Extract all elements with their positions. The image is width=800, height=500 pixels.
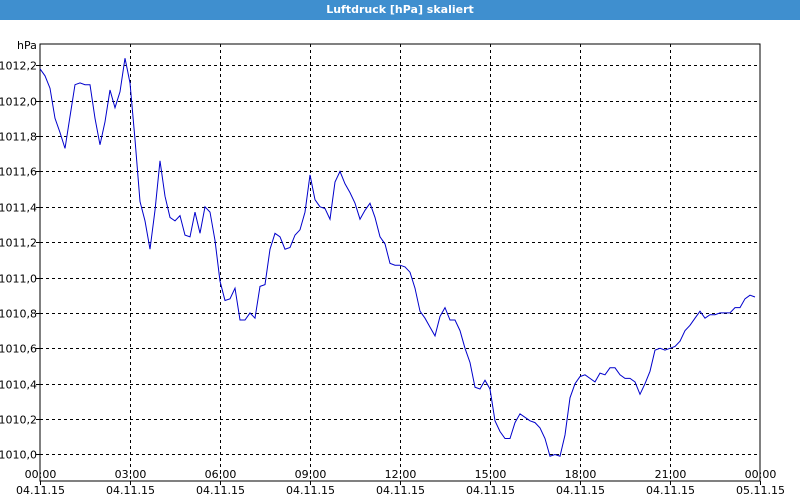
x-tick-time-label: 21:00 — [655, 468, 687, 481]
x-tick-time-label: 18:00 — [565, 468, 597, 481]
x-tick-date-label: 04.11.15 — [556, 484, 605, 497]
x-tick-date-label: 04.11.15 — [376, 484, 425, 497]
y-tick-label: 1011,8 — [0, 131, 37, 144]
x-tick-time-label: 03:00 — [115, 468, 147, 481]
y-tick-label: 1011,4 — [0, 202, 37, 215]
y-tick-label: 1010,8 — [0, 308, 37, 321]
y-axis: 1010,0 1010,2 1010,4 1010,6 1010,8 1011,0 1011… — [0, 60, 40, 462]
x-tick-time-label: 00:00 — [25, 468, 57, 481]
y-tick-label: 1010,4 — [0, 379, 37, 392]
x-tick-date-label: 05.11.15 — [736, 484, 785, 497]
x-tick-date-label: 04.11.15 — [196, 484, 245, 497]
y-tick-label: 1011,2 — [0, 237, 37, 250]
chart-title: Luftdruck [hPa] skaliert — [0, 0, 800, 20]
x-tick-date-label: 04.11.15 — [286, 484, 335, 497]
grid-lines — [40, 44, 760, 481]
x-tick-date-label: 04.11.15 — [16, 484, 65, 497]
y-tick-label: 1010,6 — [0, 343, 37, 356]
chart: 1010,0 1010,2 1010,4 1010,6 1010,8 1011,0 1011… — [0, 39, 785, 497]
y-axis-unit-label: hPa — [17, 39, 37, 52]
x-tick-date-label: 04.11.15 — [646, 484, 695, 497]
x-tick-time-label: 12:00 — [385, 468, 417, 481]
x-tick-time-label: 06:00 — [205, 468, 237, 481]
x-tick-time-label: 09:00 — [295, 468, 327, 481]
y-tick-label: 1010,0 — [0, 449, 37, 462]
y-tick-label: 1011,6 — [0, 166, 37, 179]
y-tick-label: 1010,2 — [0, 414, 37, 427]
x-tick-time-label: 15:00 — [475, 468, 507, 481]
y-tick-label: 1011,0 — [0, 273, 37, 286]
x-tick-time-label: 00:00 — [745, 468, 777, 481]
y-tick-label: 1012,0 — [0, 96, 37, 109]
x-axis: 00:00 04.11.15 03:00 04.11.15 06:00 04.11.15 0… — [16, 468, 785, 497]
x-tick-date-label: 04.11.15 — [106, 484, 155, 497]
series-line — [39, 58, 756, 457]
y-tick-label: 1012,2 — [0, 60, 37, 73]
x-tick-date-label: 04.11.15 — [466, 484, 515, 497]
